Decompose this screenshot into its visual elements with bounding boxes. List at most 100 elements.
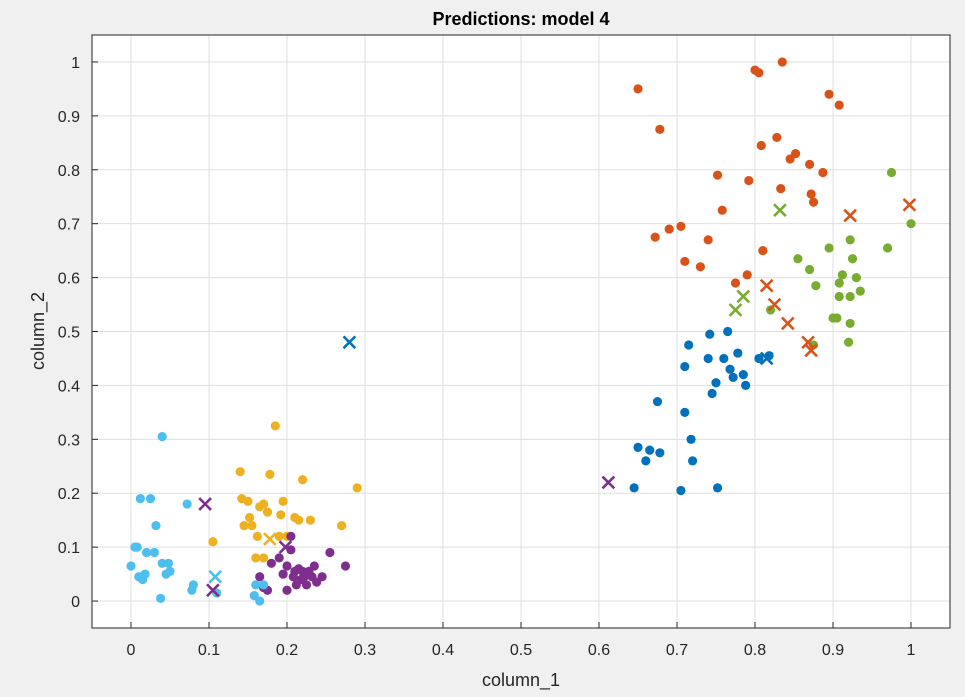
x-tick-label: 1 xyxy=(907,642,916,659)
y-tick-label: 0.9 xyxy=(58,109,80,126)
data-point xyxy=(278,569,288,579)
cross-marker xyxy=(767,297,782,312)
data-point xyxy=(756,140,766,151)
y-axis-label: column_2 xyxy=(28,292,49,370)
data-point xyxy=(824,243,834,253)
y-tick-label: 0.5 xyxy=(58,325,80,342)
cross-marker xyxy=(773,203,787,218)
y-tick-label: 0.2 xyxy=(58,486,80,503)
cross-marker xyxy=(843,208,857,223)
data-point xyxy=(684,340,694,350)
data-point xyxy=(239,520,249,531)
data-point xyxy=(717,205,727,215)
data-point xyxy=(754,353,764,364)
data-point xyxy=(251,553,261,563)
data-point xyxy=(837,270,847,280)
cross-marker xyxy=(198,497,212,511)
data-point xyxy=(707,388,717,399)
data-point xyxy=(255,572,265,582)
data-point xyxy=(265,469,275,479)
data-point xyxy=(652,396,663,407)
data-point xyxy=(886,167,897,178)
data-point xyxy=(811,281,821,291)
data-point xyxy=(301,580,312,590)
data-point xyxy=(633,84,643,94)
data-point xyxy=(711,378,721,388)
data-point xyxy=(337,520,347,531)
data-point xyxy=(728,372,738,382)
data-point xyxy=(142,547,152,558)
data-point xyxy=(352,483,362,493)
axis-ticks: 0 0.1 0.2 0.3 0.4 0.5 0.6 0.7 0.8 0.9 1 0 0.1 0.2 0.3 0… xyxy=(58,55,916,659)
data-point xyxy=(132,542,142,552)
data-point xyxy=(832,313,842,323)
data-point xyxy=(274,531,284,541)
data-point xyxy=(742,270,752,280)
data-point xyxy=(182,499,192,509)
cross-marker xyxy=(278,540,293,554)
cross-marker xyxy=(208,569,223,584)
data-point xyxy=(805,159,815,169)
x-tick-label: 0.3 xyxy=(354,642,376,659)
data-point xyxy=(906,219,916,229)
x-tick-label: 0.1 xyxy=(198,642,220,659)
data-point xyxy=(259,553,269,563)
data-point xyxy=(680,256,690,267)
y-tick-label: 0.6 xyxy=(58,271,80,288)
data-point xyxy=(145,494,156,504)
data-point xyxy=(305,515,315,525)
data-point xyxy=(741,380,751,391)
data-point xyxy=(776,184,786,194)
chart-title: Predictions: model 4 xyxy=(432,9,609,29)
x-tick-label: 0.9 xyxy=(822,642,844,659)
data-point xyxy=(655,448,665,458)
data-point xyxy=(805,264,815,275)
data-point xyxy=(251,580,261,590)
x-tick-label: 0.7 xyxy=(666,642,688,659)
x-tick-label: 0.4 xyxy=(432,642,454,659)
data-point xyxy=(790,149,801,159)
data-point xyxy=(744,175,754,186)
data-point xyxy=(703,235,713,245)
data-point xyxy=(676,221,686,231)
x-tick-label: 0.8 xyxy=(744,642,766,659)
data-point xyxy=(758,246,768,256)
data-point xyxy=(208,537,218,547)
data-point xyxy=(278,496,288,506)
data-point xyxy=(680,407,690,417)
data-point xyxy=(151,520,161,531)
data-point xyxy=(705,329,715,339)
data-point xyxy=(851,272,862,283)
data-point xyxy=(808,197,819,207)
data-point xyxy=(266,558,276,568)
data-point xyxy=(282,585,292,595)
data-point xyxy=(259,580,269,590)
data-point xyxy=(883,243,893,253)
data-point xyxy=(703,353,713,364)
data-point xyxy=(633,442,643,453)
data-point xyxy=(188,580,198,590)
data-point xyxy=(282,561,292,571)
data-point xyxy=(847,254,858,264)
data-point xyxy=(719,353,729,364)
data-point xyxy=(140,569,150,579)
cross-marker xyxy=(759,351,774,366)
data-point xyxy=(340,561,351,571)
data-point xyxy=(695,262,706,272)
data-point xyxy=(126,561,136,571)
data-point xyxy=(641,456,651,466)
data-point xyxy=(157,432,167,442)
data-point xyxy=(259,499,269,509)
data-point xyxy=(294,515,304,525)
y-tick-label: 0.4 xyxy=(58,378,80,395)
data-point xyxy=(845,318,855,329)
data-point xyxy=(680,361,690,372)
data-point xyxy=(845,235,855,245)
data-point xyxy=(844,337,854,347)
data-point xyxy=(135,494,145,504)
data-point xyxy=(650,232,660,242)
data-point xyxy=(855,286,865,296)
cross-marker xyxy=(601,475,616,490)
data-point xyxy=(163,558,174,568)
